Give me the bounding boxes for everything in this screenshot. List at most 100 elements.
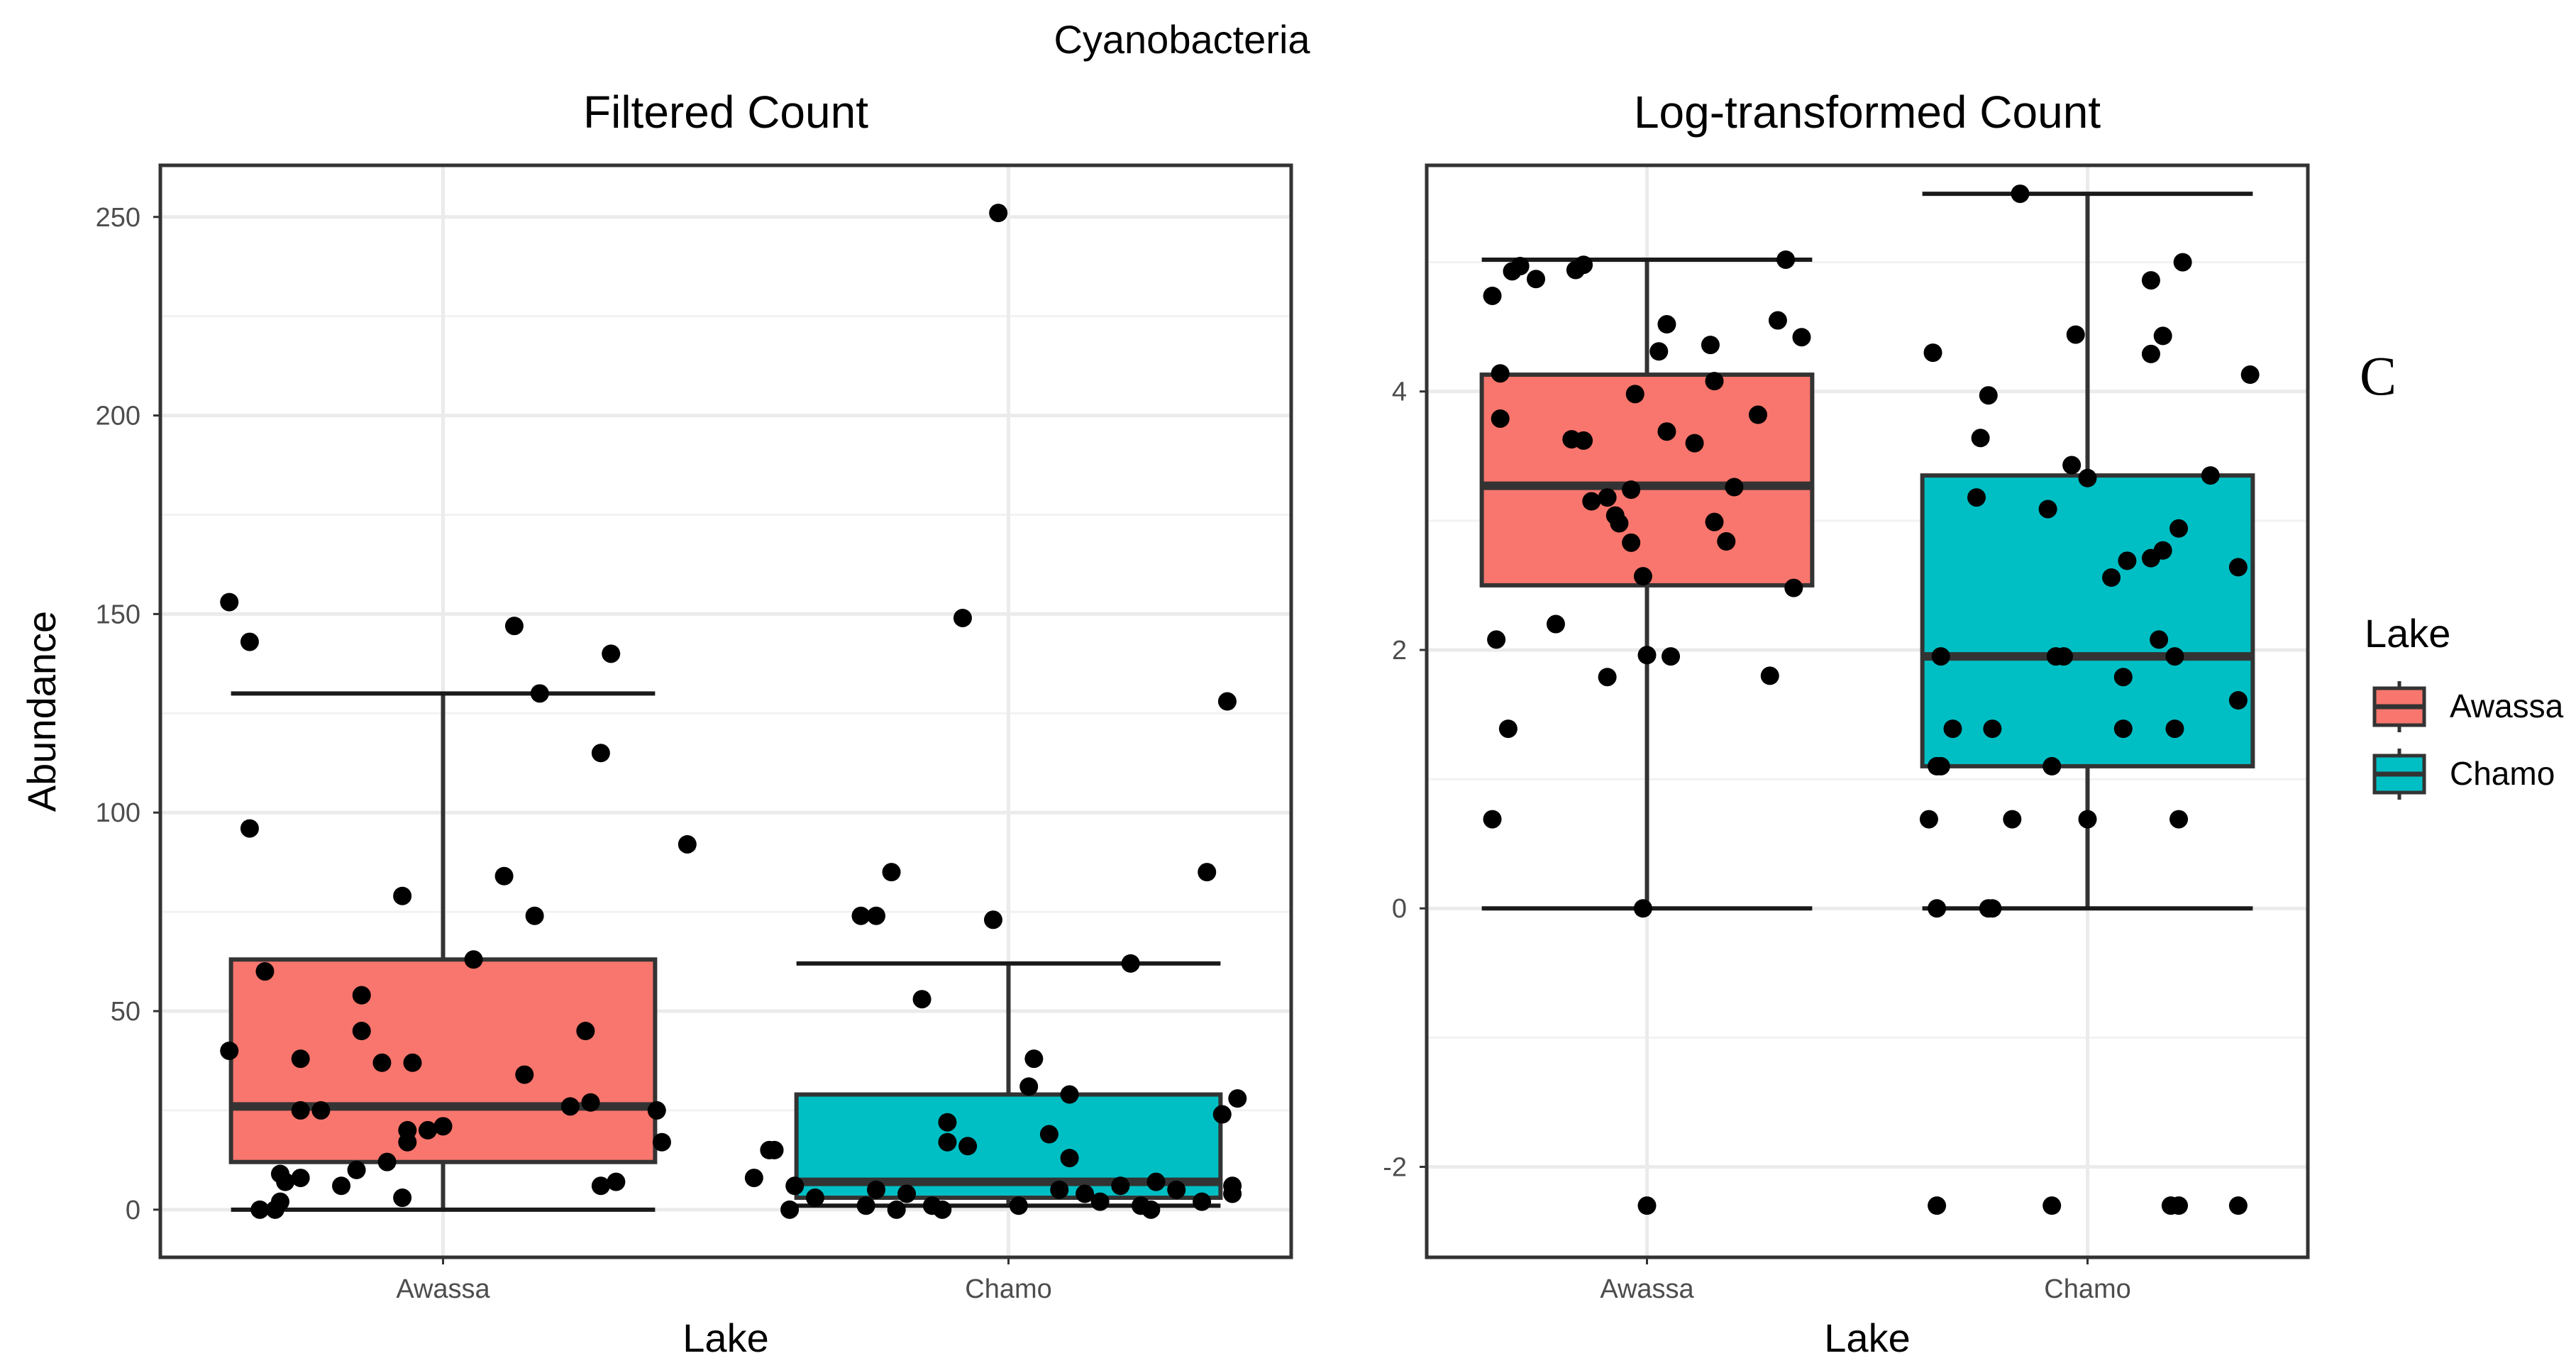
data-point	[1111, 1176, 1130, 1196]
data-point	[291, 1101, 310, 1120]
data-point	[607, 1172, 626, 1191]
data-point	[912, 990, 932, 1009]
data-point	[332, 1176, 351, 1196]
data-point	[393, 1188, 412, 1208]
data-point	[1983, 719, 2002, 739]
data-point	[418, 1120, 437, 1140]
data-point	[2169, 810, 2189, 829]
data-point	[1923, 343, 1942, 363]
data-point	[2141, 548, 2160, 568]
data-point	[1657, 315, 1676, 334]
data-point	[1491, 364, 1510, 383]
data-point	[2240, 365, 2260, 385]
data-point	[1760, 666, 1779, 685]
data-point	[2118, 551, 2137, 570]
data-point	[220, 592, 239, 612]
data-point	[953, 608, 972, 627]
box-awassa	[1479, 373, 1815, 588]
data-point	[2173, 253, 2192, 272]
y-tick-label: 0	[126, 1196, 140, 1225]
y-tick-label: -2	[1383, 1153, 1407, 1183]
x-axis-title: Lake	[682, 1315, 768, 1360]
data-point	[220, 1041, 239, 1060]
data-point	[1487, 630, 1506, 649]
data-point	[1223, 1184, 1242, 1203]
y-tick-label: 0	[1392, 894, 1407, 924]
data-point	[347, 1160, 366, 1179]
data-point	[1491, 409, 1510, 428]
legend-key-chamo	[2372, 749, 2426, 800]
data-point	[1649, 342, 1669, 361]
data-point	[805, 1188, 824, 1208]
data-point	[1725, 478, 1744, 497]
data-point	[1527, 270, 1546, 289]
data-point	[989, 204, 1008, 223]
data-point	[560, 1097, 580, 1116]
data-point	[2165, 719, 2184, 739]
data-point	[265, 1200, 284, 1219]
data-point	[1610, 514, 1629, 533]
data-point	[602, 644, 621, 663]
data-point	[647, 1101, 666, 1120]
data-point	[581, 1093, 600, 1112]
data-point	[1705, 372, 1724, 391]
data-point	[1705, 512, 1724, 531]
data-point	[1622, 533, 1641, 552]
data-point	[352, 986, 371, 1005]
data-point	[1637, 1196, 1657, 1215]
data-point	[1971, 429, 1990, 448]
data-point	[2113, 719, 2133, 739]
data-point	[1928, 1196, 1947, 1215]
data-point	[464, 950, 483, 969]
data-point	[785, 1176, 805, 1196]
data-point	[1198, 863, 1217, 882]
data-point	[1979, 386, 1998, 405]
data-point	[2153, 326, 2172, 346]
data-point	[1574, 431, 1593, 450]
y-tick-label: 250	[96, 203, 140, 233]
data-point	[2141, 271, 2160, 290]
data-point	[515, 1065, 534, 1084]
data-point	[504, 617, 524, 636]
data-point	[1076, 1184, 1095, 1203]
data-point	[1662, 647, 1681, 666]
data-point	[2165, 647, 2184, 666]
data-point	[1967, 488, 1986, 507]
box-chamo	[1920, 473, 2255, 768]
data-point	[1546, 614, 1565, 634]
x-tick-label: Chamo	[2044, 1274, 2131, 1304]
data-point	[1121, 954, 1140, 973]
data-point	[2228, 1196, 2248, 1215]
data-point	[1566, 260, 1585, 280]
data-point	[377, 1152, 397, 1171]
data-point	[2141, 344, 2160, 363]
data-point	[1784, 578, 1803, 597]
panel-border	[1425, 163, 2310, 1259]
figure-title: Cyanobacteria	[1054, 17, 1310, 62]
data-point	[1009, 1196, 1028, 1215]
data-point	[1498, 719, 1518, 739]
data-point	[393, 886, 412, 905]
data-point	[255, 962, 275, 981]
data-point	[398, 1132, 417, 1152]
data-point	[2228, 558, 2248, 577]
data-point	[2150, 630, 2169, 649]
x-axis-title: Lake	[1824, 1315, 1910, 1360]
data-point	[403, 1053, 422, 1072]
data-point	[1792, 328, 1811, 347]
data-point	[1701, 336, 1720, 355]
data-point	[1633, 567, 1652, 586]
data-point	[372, 1053, 392, 1072]
data-point	[2066, 325, 2085, 344]
data-point	[2078, 468, 2097, 487]
panel-title: Log-transformed Count	[1634, 87, 2101, 138]
y-axis-title: Abundance	[19, 611, 64, 812]
data-point	[1622, 480, 1641, 500]
data-point	[2161, 1196, 2180, 1215]
data-point	[1919, 810, 1938, 829]
data-point	[1146, 1172, 1166, 1191]
x-tick-label: Awassa	[1600, 1274, 1694, 1304]
data-point	[1217, 692, 1237, 711]
data-point	[2062, 456, 2082, 475]
